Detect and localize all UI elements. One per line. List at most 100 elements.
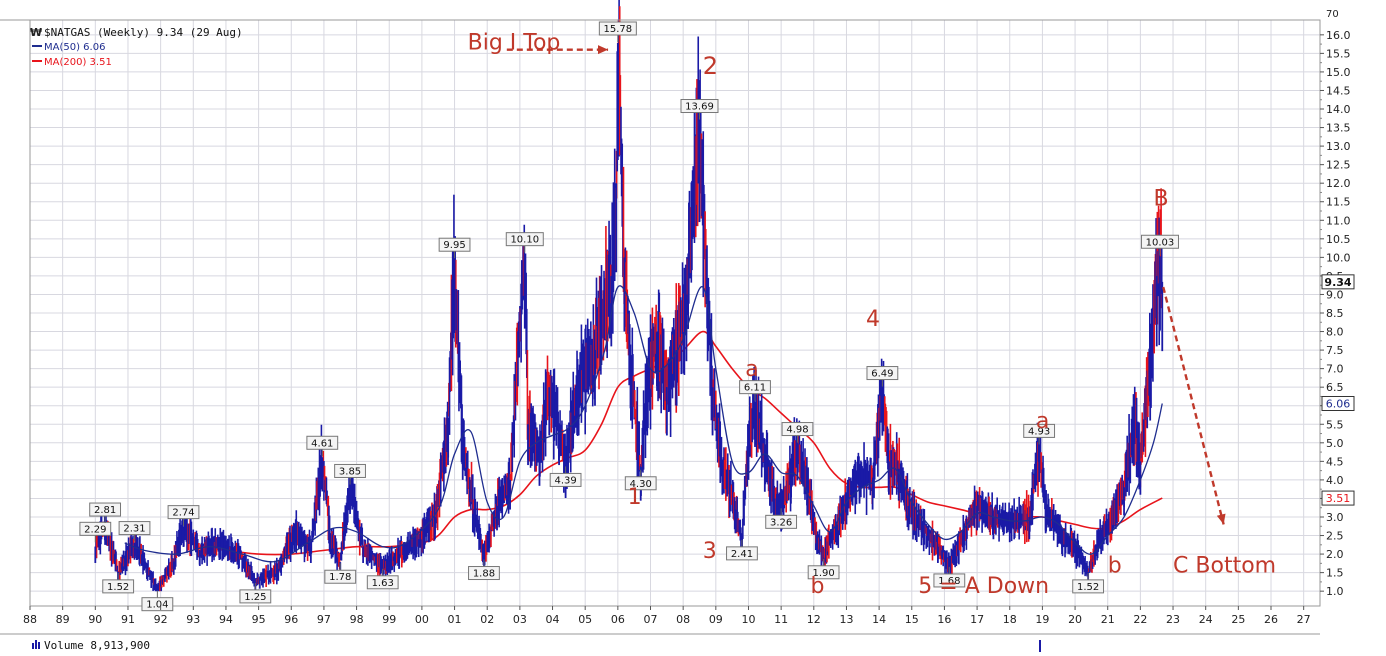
data-label: 1.88 (468, 559, 500, 581)
x-tick-label: 89 (56, 613, 70, 626)
data-label: 10.10 (505, 232, 544, 253)
data-label-box (468, 566, 500, 581)
ma200-legend-label: MA(200) 3.51 (44, 57, 112, 68)
x-tick-label: 10 (741, 613, 755, 626)
data-label-text: 4.39 (554, 475, 576, 486)
arrow-head (598, 45, 609, 55)
data-label-box (680, 99, 719, 114)
data-label: 1.04 (141, 590, 174, 612)
y-tick-label: 2.0 (1326, 548, 1344, 561)
y-tick-label: 15.5 (1326, 47, 1351, 60)
data-label-box (167, 505, 200, 520)
annotations-group: Big I Top 2 1 3 a b 4 5 = A Down a b B C Bottom (468, 31, 1276, 599)
data-label-text: 9.95 (443, 240, 465, 251)
data-label-box (807, 565, 840, 580)
data-label: 4.39 (549, 466, 582, 487)
data-label: 1.52 (102, 572, 135, 594)
y-tick-label: 11.0 (1326, 214, 1351, 227)
x-tick-label: 93 (186, 613, 200, 626)
axis-value-badge: 3.51 (1321, 490, 1355, 506)
wave-annotation: 2 (703, 52, 718, 80)
dashed-arrow (506, 45, 609, 55)
y-tick-label: 13.5 (1326, 122, 1351, 135)
data-label: 1.68 (933, 566, 966, 588)
data-label-text: 4.61 (311, 438, 333, 449)
data-label-text: 10.10 (510, 235, 539, 246)
data-label: 1.52 (1072, 572, 1105, 594)
y-tick-label: 4.0 (1326, 474, 1344, 487)
x-tick-label: 95 (252, 613, 266, 626)
wave-annotation: b (811, 574, 825, 599)
x-tick-label: 94 (219, 613, 233, 626)
data-label-box (505, 232, 544, 247)
x-axis: 88 89 90 91 92 93 94 95 96 97 98 99 00 01 02 03 04 05 06 07… (23, 606, 1311, 626)
x-tick-label: 27 (1297, 613, 1311, 626)
y-tick-label: 1.5 (1326, 567, 1344, 580)
x-tick-label: 07 (644, 613, 658, 626)
data-label-box (306, 435, 339, 450)
x-tick-label: 23 (1166, 613, 1180, 626)
y-tick-label: 7.5 (1326, 344, 1344, 357)
data-label-text: 1.52 (107, 582, 129, 593)
data-label: 1.78 (324, 563, 357, 584)
wave-annotation: B (1153, 186, 1168, 211)
x-tick-label: 02 (480, 613, 494, 626)
price-bars-group (94, 0, 1164, 592)
x-tick-label: 17 (970, 613, 984, 626)
data-label: 4.98 (781, 422, 814, 443)
x-tick-label: 01 (448, 613, 462, 626)
wave-annotation: C Bottom (1173, 554, 1276, 579)
data-label: 6.11 (739, 380, 771, 401)
dashed-arrow (1162, 286, 1226, 525)
x-tick-label: 06 (611, 613, 625, 626)
data-label-text: 6.49 (871, 369, 893, 380)
data-label-box (624, 476, 657, 491)
data-label-box (866, 366, 899, 381)
axis-value-badge: 6.06 (1321, 395, 1355, 411)
data-label: 3.85 (334, 463, 366, 485)
wave-annotation: 5 = A Down (918, 574, 1049, 599)
y-tick-label: 10.0 (1326, 251, 1351, 264)
data-label-text: 1.63 (372, 578, 394, 589)
data-label-text: 6.11 (744, 383, 766, 394)
data-label-box (79, 521, 112, 536)
y-tick-label: 13.0 (1326, 140, 1351, 153)
data-label: 4.61 (306, 435, 339, 457)
data-label-text: 4.93 (1028, 426, 1050, 437)
x-tick-label: 24 (1199, 613, 1213, 626)
x-tick-label: 19 (1035, 613, 1049, 626)
data-label: 2.31 (118, 521, 151, 542)
y-tick-label: 8.5 (1326, 307, 1344, 320)
ma50-line (124, 285, 1163, 563)
data-label-text: 2.29 (84, 524, 106, 535)
wave-annotation: Big I Top (468, 31, 561, 56)
y-tick-label: 6.5 (1326, 381, 1344, 394)
data-label-text: 1.88 (473, 569, 495, 580)
data-label-text: 2.74 (172, 508, 194, 519)
y-tick-label: 5.0 (1326, 437, 1344, 450)
data-label-text: 1.90 (812, 568, 834, 579)
arrow-head (1216, 513, 1226, 525)
y-tick-label: 7.0 (1326, 363, 1344, 376)
x-tick-label: 21 (1101, 613, 1115, 626)
data-label: 1.63 (366, 568, 399, 590)
data-label-text: 4.30 (630, 479, 652, 490)
wave-annotation: a (1036, 409, 1049, 434)
data-label: 10.03 (1140, 234, 1179, 256)
data-label: 1.90 (807, 558, 840, 580)
x-tick-label: 14 (872, 613, 886, 626)
y-tick-label: 16.0 (1326, 29, 1351, 42)
data-label-box (438, 237, 471, 252)
legend: ₩ $NATGAS (Weekly) 9.34 (29 Aug) MA(50) … (30, 26, 243, 68)
data-label-text: 13.69 (685, 102, 714, 113)
y-tick-label: 12.5 (1326, 159, 1351, 172)
data-label-box (598, 21, 637, 36)
data-label-box (118, 521, 151, 536)
y-tick-label: 14.0 (1326, 103, 1351, 116)
data-label: 1.25 (239, 582, 272, 604)
x-tick-label: 90 (88, 613, 102, 626)
data-label-box (366, 575, 399, 590)
data-label-text: 2.31 (123, 524, 145, 535)
ma50-legend-label: MA(50) 6.06 (44, 42, 105, 53)
